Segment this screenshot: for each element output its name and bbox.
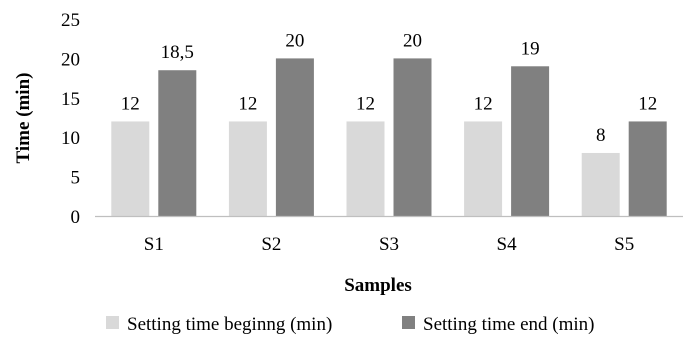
bar bbox=[511, 66, 550, 216]
bar bbox=[581, 152, 620, 216]
data-label: 8 bbox=[596, 125, 606, 146]
bar bbox=[111, 121, 150, 216]
legend-label-end: Setting time end (min) bbox=[423, 314, 595, 335]
bar bbox=[464, 121, 503, 216]
y-tick-label: 25 bbox=[61, 10, 80, 31]
data-label: 18,5 bbox=[161, 42, 194, 63]
legend-swatch-end bbox=[402, 316, 415, 329]
bar bbox=[346, 121, 385, 216]
y-tick-label: 10 bbox=[61, 128, 80, 149]
y-axis-ticks: 0 5 10 15 20 25 bbox=[61, 10, 80, 228]
data-label: 12 bbox=[356, 93, 375, 114]
x-tick-label: S5 bbox=[614, 234, 634, 255]
bars bbox=[111, 58, 667, 217]
legend: Setting time beginng (min) Setting time … bbox=[106, 314, 595, 335]
x-axis-ticks: S1 S2 S3 S4 S5 bbox=[144, 234, 634, 255]
data-label: 12 bbox=[638, 93, 657, 114]
data-label: 12 bbox=[121, 93, 140, 114]
bar bbox=[228, 121, 267, 216]
data-label: 19 bbox=[521, 38, 540, 59]
data-labels: 12 18,5 12 20 12 20 12 19 8 12 bbox=[121, 30, 657, 146]
data-label: 20 bbox=[403, 30, 422, 51]
bar bbox=[628, 121, 667, 216]
y-tick-label: 20 bbox=[61, 49, 80, 70]
x-tick-label: S1 bbox=[144, 234, 164, 255]
y-tick-label: 15 bbox=[61, 89, 80, 110]
legend-label-beginning: Setting time beginng (min) bbox=[127, 314, 332, 335]
data-label: 12 bbox=[474, 93, 493, 114]
y-axis-title: Time (min) bbox=[13, 73, 34, 164]
data-label: 20 bbox=[285, 30, 304, 51]
x-tick-label: S2 bbox=[261, 234, 281, 255]
y-tick-label: 5 bbox=[71, 168, 81, 189]
x-axis-title: Samples bbox=[344, 275, 412, 296]
legend-swatch-beginning bbox=[106, 316, 119, 329]
bar bbox=[393, 58, 432, 217]
data-label: 12 bbox=[238, 93, 257, 114]
y-tick-label: 0 bbox=[71, 207, 81, 228]
x-tick-label: S3 bbox=[379, 234, 399, 255]
x-tick-label: S4 bbox=[497, 234, 518, 255]
bar bbox=[275, 58, 314, 217]
bar bbox=[158, 70, 197, 216]
